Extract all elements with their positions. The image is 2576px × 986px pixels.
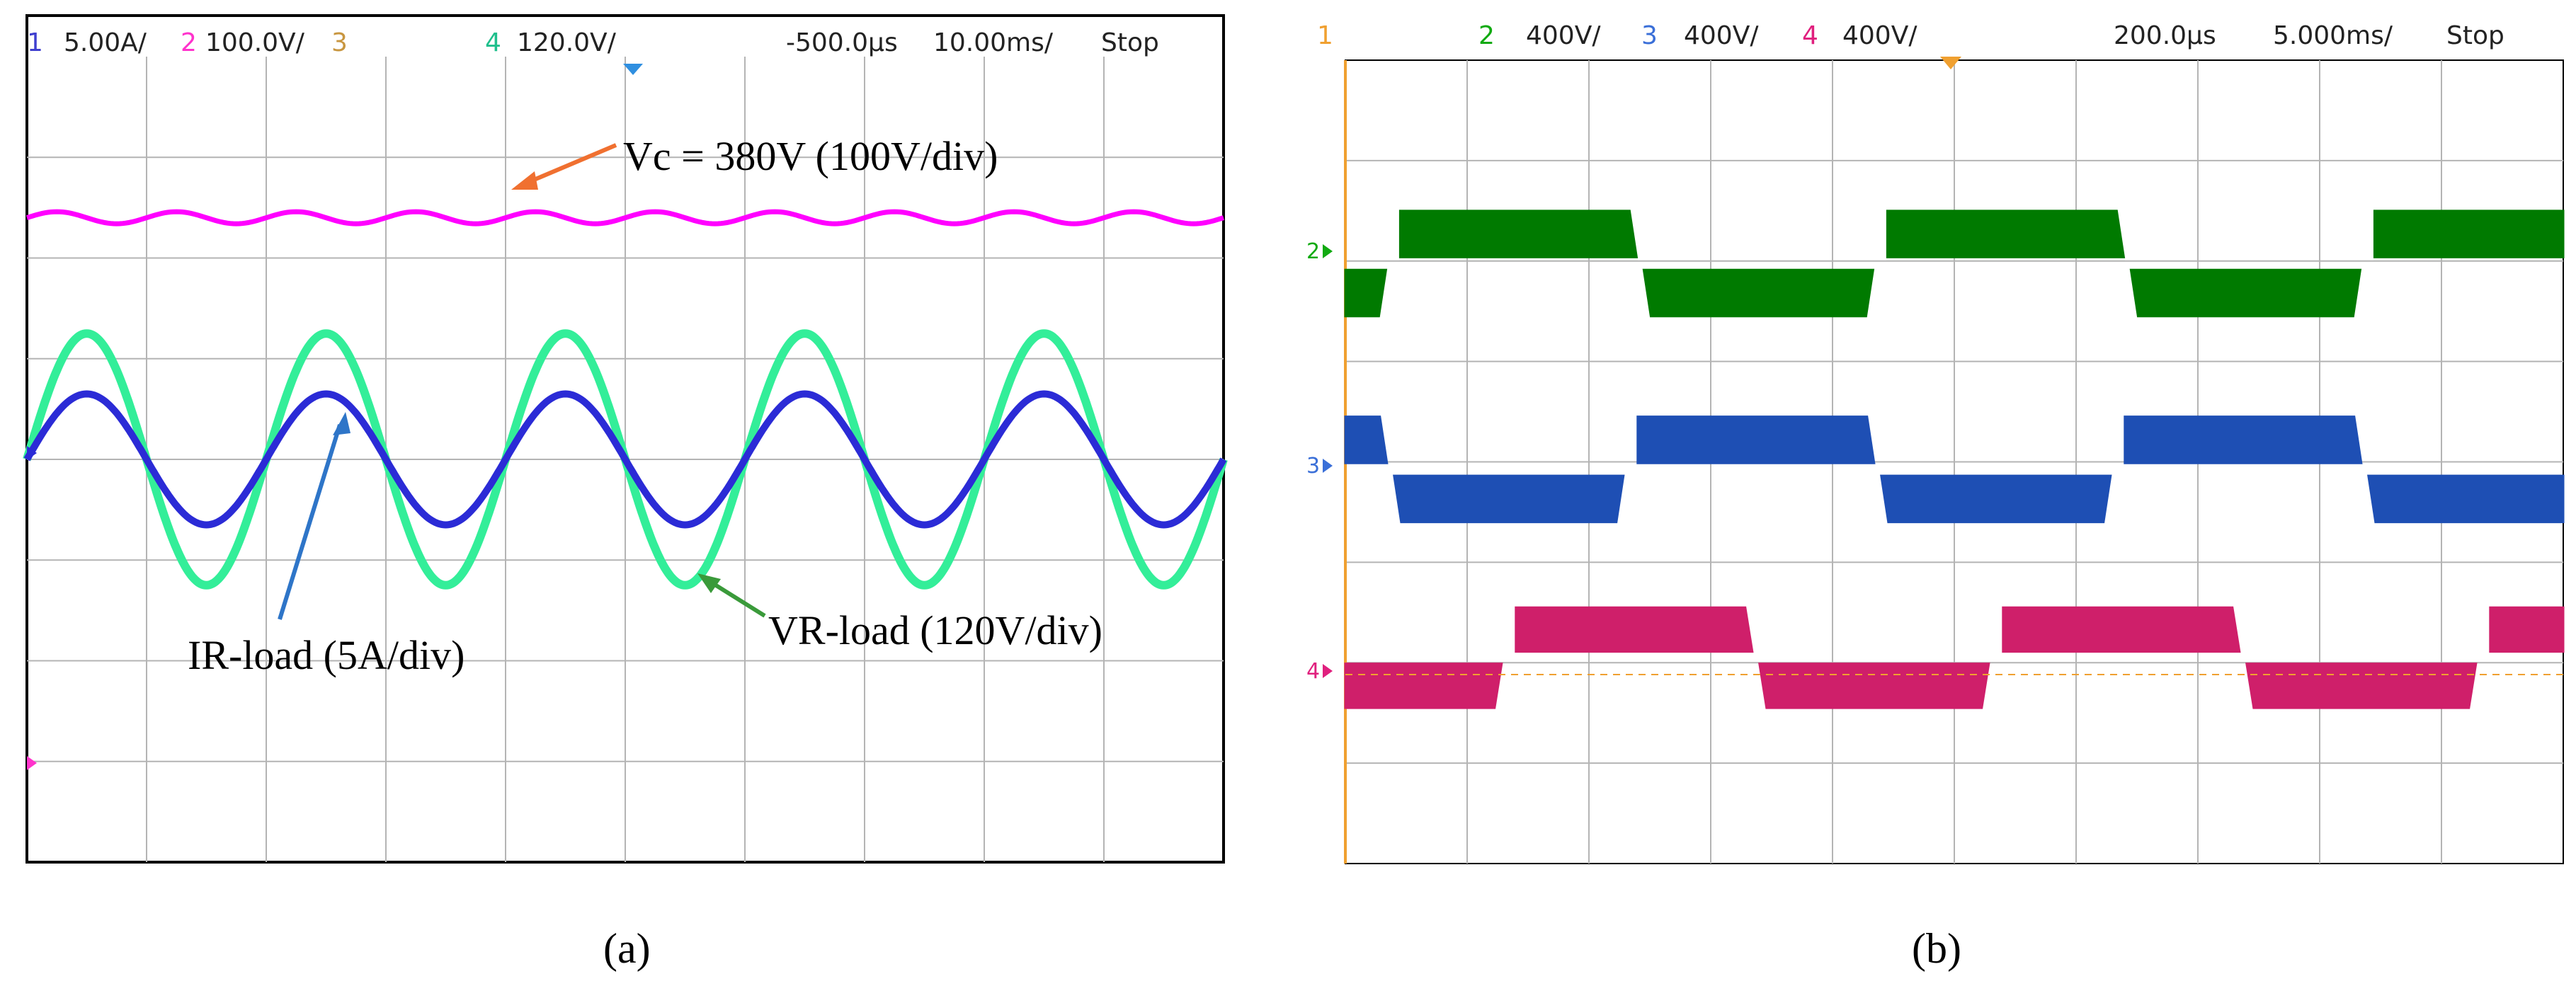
phase-2-trace [1344,210,2565,318]
vc-trace [25,209,1225,227]
run-status-b: Stop [2446,21,2504,50]
svg-text:3: 3 [1306,454,1320,478]
ch1-scale: 5.00A/ [64,28,147,57]
ch4-number-b: 4 [1802,21,1818,50]
vc-annotation: Vc = 380V (100V/div) [511,133,998,190]
time-offset-b: 200.0µs [2114,21,2216,50]
ch2-scale-b: 400V/ [1526,21,1601,50]
ch1-number-b: 1 [1317,21,1333,50]
ch3-number-b: 3 [1641,21,1658,50]
time-per-div-b: 5.000ms/ [2273,21,2393,50]
phase-4-trace [1344,606,2565,709]
ch4-marker-b: 4 [1306,659,1333,684]
caption-b: (b) [1912,925,1961,972]
ch4-scale: 120.0V/ [517,28,617,57]
time-per-div: 10.00ms/ [933,28,1054,57]
ir-load-trace [23,390,1227,529]
svg-text:4: 4 [1306,659,1320,684]
ch1-number: 1 [27,28,43,57]
trigger-marker-b [1940,57,1961,69]
ch3-marker-b: 3 [1306,454,1333,478]
trigger-marker [623,64,643,75]
run-status: Stop [1101,28,1159,57]
ch4-scale-b: 400V/ [1842,21,1917,50]
svg-text:2: 2 [1306,239,1320,264]
vr-label: VR-load (120V/div) [768,607,1102,653]
caption-a: (a) [603,925,651,972]
vc-label: Vc = 380V (100V/div) [623,133,998,179]
ch2-marker-b: 2 [1306,239,1333,264]
ch2-scale: 100.0V/ [205,28,305,57]
phase-3-trace [1344,415,2565,524]
ch1-ground-marker [27,446,37,460]
ch3-number: 3 [331,28,348,57]
ch2-ground-marker [27,756,37,770]
time-offset: -500.0µs [786,28,898,57]
ir-label: IR-load (5A/div) [188,632,465,678]
scope-a-header: 1 5.00A/ 2 100.0V/ 3 4 120.0V/ -500.0µs … [27,28,1159,57]
scope-b: 1 2 400V/ 3 400V/ 4 400V/ 200.0µs 5.000m… [1306,21,2565,972]
vr-annotation: VR-load (120V/div) [697,573,1102,653]
ch4-number: 4 [485,28,501,57]
ch3-scale-b: 400V/ [1684,21,1759,50]
ch2-number-b: 2 [1478,21,1495,50]
scope-b-header: 1 2 400V/ 3 400V/ 4 400V/ 200.0µs 5.000m… [1317,21,2504,50]
ch2-number: 2 [181,28,197,57]
scope-a: 1 5.00A/ 2 100.0V/ 3 4 120.0V/ -500.0µs … [23,14,1228,972]
ir-annotation: IR-load (5A/div) [188,412,465,678]
